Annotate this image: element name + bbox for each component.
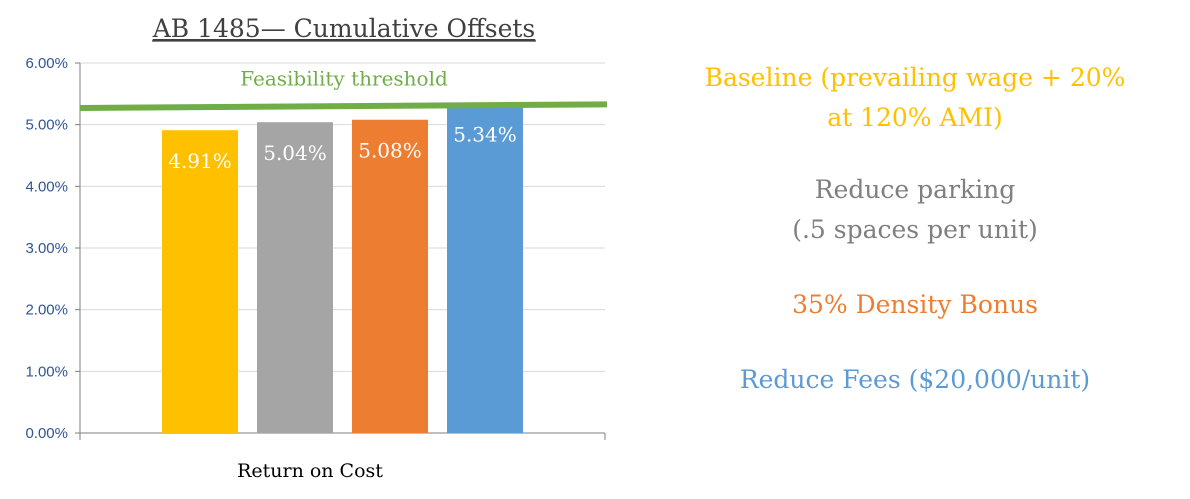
bar [162,130,238,433]
bar-value-label: 5.34% [453,123,517,147]
bar-value-label: 5.04% [263,141,327,165]
legend-item-line: Reduce Fees ($20,000/unit) [739,365,1091,394]
bar [447,103,523,433]
y-tick-label: 5.00% [25,117,68,134]
threshold-label: Feasibility threshold [240,66,448,90]
y-tick-label: 0.00% [25,425,68,442]
bar-value-label: 5.08% [358,139,422,163]
legend-item-line: Baseline (prevailing wage + 20% [704,63,1126,92]
legend-item-line: Reduce parking [814,175,1016,204]
chart-title: AB 1485— Cumulative Offsets [152,14,536,43]
y-tick-label: 3.00% [25,240,68,257]
bar [257,122,333,433]
axes [75,62,606,440]
legend-item-line: at 120% AMI) [827,103,1003,132]
y-tick-label: 1.00% [25,363,68,380]
chart: AB 1485— Cumulative Offsets 4.91% 5.04% 5.… [25,14,608,482]
threshold: Feasibility threshold [79,66,608,112]
y-tick-label: 6.00% [25,55,68,72]
bar [352,119,428,433]
legend-item: 35% Density Bonus [640,285,1190,325]
bars: 4.91% 5.04% 5.08% 5.34% [162,103,523,433]
legend-item-line: 35% Density Bonus [792,290,1038,319]
legend-item: Reduce parking (.5 spaces per unit) [640,170,1190,250]
threshold-line [79,101,608,112]
y-tick-label: 4.00% [25,178,68,195]
legend-item: Baseline (prevailing wage + 20% at 120% A… [640,58,1190,138]
legend-item-line: (.5 spaces per unit) [792,215,1038,244]
bar-value-label: 4.91% [168,149,232,173]
x-axis-title: Return on Cost [237,460,383,482]
tick-labels: 0.00% 1.00% 2.00% 3.00% 4.00% 5.00% 6.00% [25,55,68,442]
legend-item: Reduce Fees ($20,000/unit) [640,360,1190,400]
y-tick-label: 2.00% [25,302,68,319]
